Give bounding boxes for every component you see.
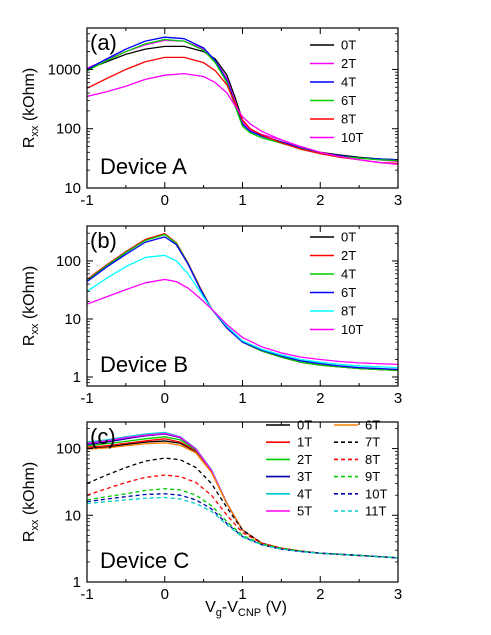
- series-line-8T: [87, 254, 398, 369]
- y-axis-title: Rxx (kOhm): [21, 68, 41, 148]
- x-axis-title-sub2: CNP: [238, 607, 261, 619]
- series-line-1T: [87, 438, 398, 559]
- x-tick-label: 2: [316, 390, 324, 407]
- x-tick-label: 0: [161, 390, 169, 407]
- legend-label-6T: 6T: [341, 93, 356, 108]
- x-tick-label: -1: [80, 586, 93, 603]
- legend-label-6T: 6T: [341, 285, 356, 300]
- x-axis-title: Vg-VCNP (V): [205, 599, 287, 619]
- chart-panel-2: -1 0 1 2 3 1 10 100 (b) Device B Rxx (kOhm) 0T 2T 4T 6…: [21, 225, 402, 407]
- chart-panel-1: -1 0 1 2 3 10 100 1000 (a) Device A Rxx (kOhm) 0T 2T…: [21, 27, 402, 209]
- y-tick-label: 100: [56, 121, 81, 138]
- legend-label-5T: 5T: [297, 504, 312, 519]
- series-line-4T: [87, 431, 398, 559]
- y-tick-label: 1: [73, 574, 81, 591]
- x-axis-title-sub1: g: [216, 607, 222, 619]
- y-tick-label: 10: [64, 180, 81, 197]
- legend: 0T 2T 4T 6T 8T 10T: [310, 230, 363, 337]
- x-tick-label: 1: [238, 390, 246, 407]
- series-line-11T: [87, 496, 398, 559]
- legend-label-4T: 4T: [297, 486, 312, 501]
- x-tick-label: 0: [161, 586, 169, 603]
- y-axis-title-main: R: [21, 531, 38, 543]
- series-lines: [87, 36, 398, 166]
- series-line-3T: [87, 433, 398, 559]
- y-tick-label: 1000: [48, 61, 81, 78]
- series-line-10T: [87, 72, 398, 166]
- device-label: Device A: [100, 154, 187, 179]
- y-axis-title-unit: (kOhm): [21, 462, 38, 520]
- y-tick-label: 10: [64, 311, 81, 328]
- y-tick-label: 100: [56, 253, 81, 270]
- legend-label-8T: 8T: [341, 112, 356, 127]
- series-lines: [87, 431, 398, 559]
- legend-label-7T: 7T: [365, 435, 380, 450]
- y-axis-title-main: R: [21, 137, 38, 149]
- legend-label-0T: 0T: [297, 418, 312, 433]
- y-axis-title-main: R: [21, 335, 38, 347]
- series-lines: [87, 233, 398, 372]
- y-tick-label: 1: [73, 369, 81, 386]
- legend-label-6T: 6T: [365, 418, 380, 433]
- y-axis-title-unit: (kOhm): [21, 266, 38, 324]
- y-axis-title: Rxx (kOhm): [21, 266, 41, 346]
- panel-label: (a): [90, 30, 117, 55]
- y-tick-label: 10: [64, 507, 81, 524]
- legend-label-8T: 8T: [341, 304, 356, 319]
- legend: 0T 1T 2T 3T 4T 5T 6T 7T 8T 9T 10T 11T: [266, 418, 387, 519]
- legend-label-4T: 4T: [341, 267, 356, 282]
- legend-label-8T: 8T: [365, 452, 380, 467]
- series-line-8T: [87, 474, 398, 559]
- x-tick-label: 3: [394, 192, 402, 209]
- legend: 0T 2T 4T 6T 8T 10T: [310, 38, 363, 145]
- legend-label-0T: 0T: [341, 230, 356, 245]
- legend-label-3T: 3T: [297, 469, 312, 484]
- y-tick-label: 100: [56, 441, 81, 458]
- chart-panel-3: -1 0 1 2 3 1 10 100 (c) Device C Rxx (kOhm) 0T 1T 2T 3…: [21, 418, 402, 604]
- x-tick-label: 2: [316, 586, 324, 603]
- series-line-9T: [87, 488, 398, 559]
- legend-label-11T: 11T: [365, 504, 386, 519]
- x-tick-label: 3: [394, 586, 402, 603]
- device-label: Device C: [100, 548, 189, 573]
- series-line-7T: [87, 457, 398, 559]
- x-tick-label: -1: [80, 390, 93, 407]
- legend-label-10T: 10T: [341, 322, 363, 337]
- legend-label-10T: 10T: [365, 486, 387, 501]
- legend-label-2T: 2T: [341, 56, 356, 71]
- series-line-2T: [87, 436, 398, 559]
- x-axis-title-mid: -V: [222, 599, 238, 616]
- x-tick-label: 3: [394, 390, 402, 407]
- series-line-10T: [87, 278, 398, 366]
- x-tick-label: 1: [238, 192, 246, 209]
- x-tick-label: -1: [80, 192, 93, 209]
- series-line-6T: [87, 236, 398, 371]
- x-tick-label: 1: [238, 586, 246, 603]
- legend-label-1T: 1T: [297, 435, 312, 450]
- legend-label-10T: 10T: [341, 130, 363, 145]
- series-line-0T: [87, 45, 398, 161]
- x-tick-label: 2: [316, 192, 324, 209]
- device-label: Device B: [100, 352, 188, 377]
- x-tick-label: 0: [161, 192, 169, 209]
- y-axis-title: Rxx (kOhm): [21, 462, 41, 542]
- x-axis-title-unit: (V): [261, 599, 287, 616]
- series-line-5T: [87, 432, 398, 559]
- legend-label-4T: 4T: [341, 75, 356, 90]
- series-line-0T: [87, 440, 398, 559]
- legend-label-0T: 0T: [341, 38, 356, 53]
- y-axis-title-unit: (kOhm): [21, 68, 38, 126]
- y-axis-title-sub: xx: [29, 323, 41, 335]
- y-axis-title-sub: xx: [29, 519, 41, 531]
- legend-label-2T: 2T: [297, 452, 312, 467]
- legend-label-9T: 9T: [365, 469, 380, 484]
- y-axis-title-sub: xx: [29, 125, 41, 137]
- legend-label-2T: 2T: [341, 248, 356, 263]
- panel-label: (c): [90, 424, 116, 449]
- panel-label: (b): [90, 228, 117, 253]
- series-line-8T: [87, 56, 398, 165]
- x-axis-title-main: V: [205, 599, 216, 616]
